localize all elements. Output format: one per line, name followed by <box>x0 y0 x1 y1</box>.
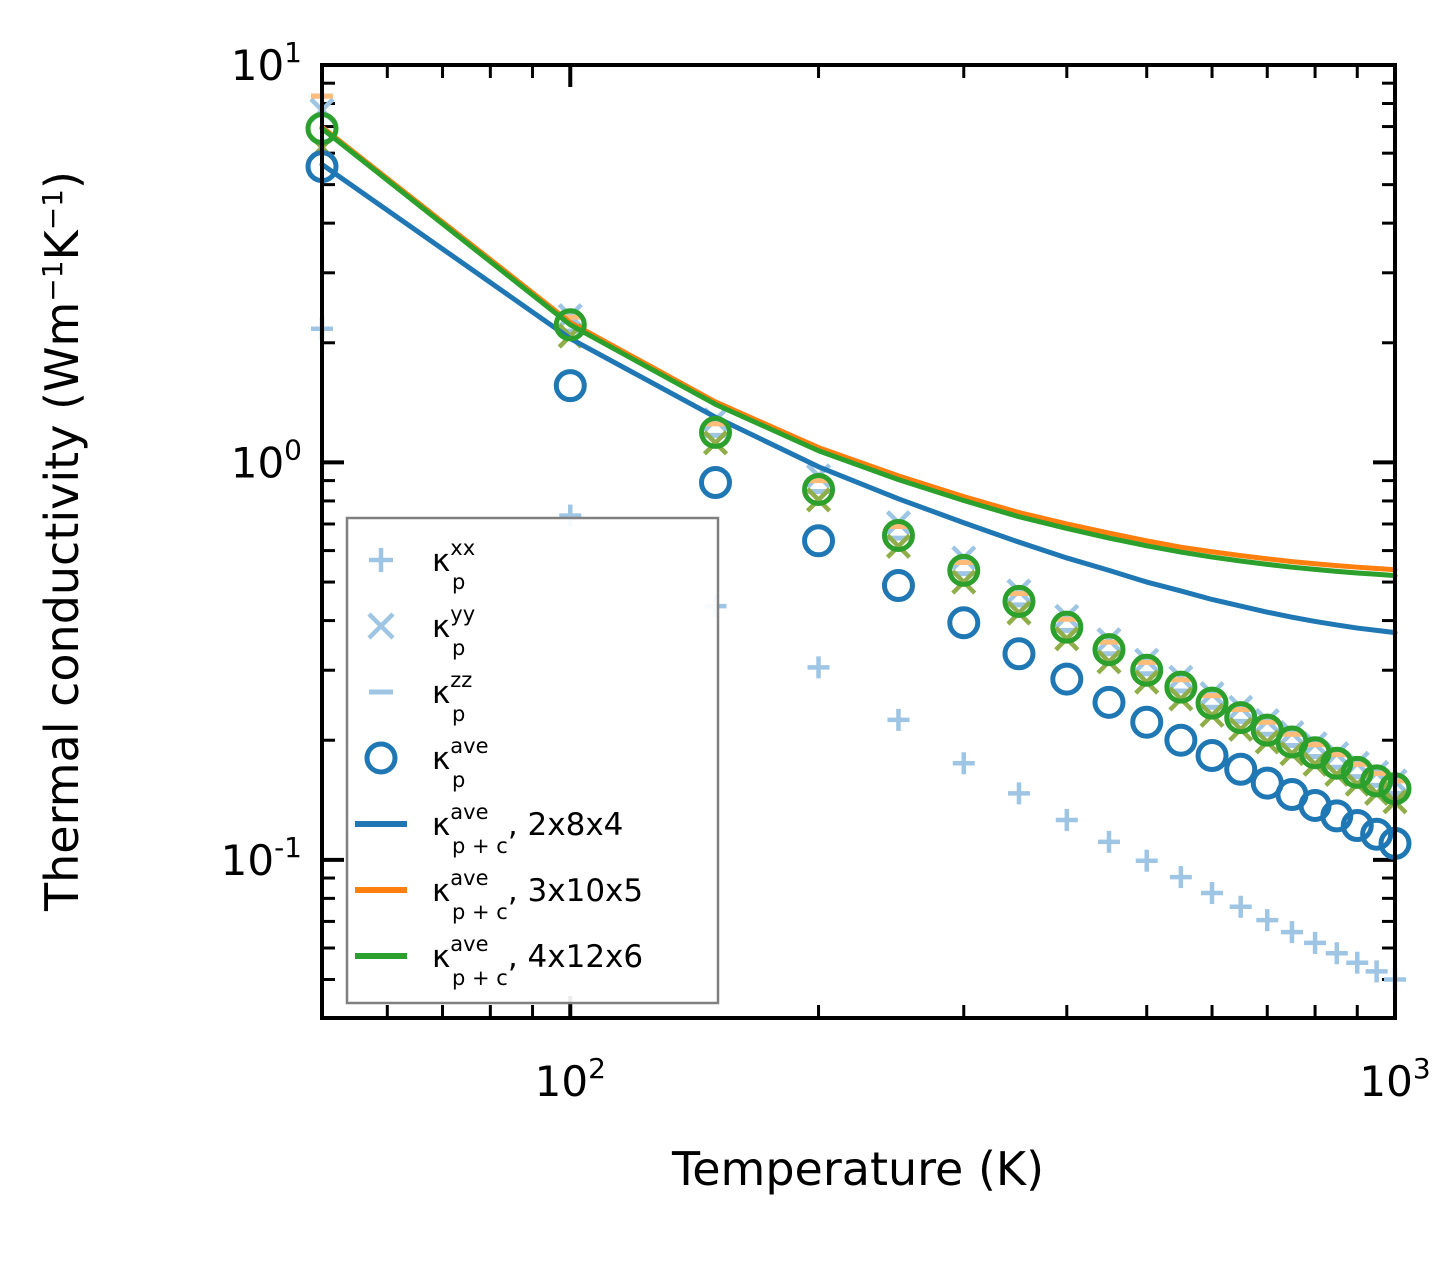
data-point <box>1195 739 1229 773</box>
tick-label: 102 <box>535 1052 606 1106</box>
legend-label: κyy p <box>432 602 475 660</box>
data-point <box>802 472 836 506</box>
line-kappa_p_ave_3x10x5 <box>319 124 1398 573</box>
data-point <box>1340 809 1374 843</box>
legend-label: κxx p <box>432 536 475 594</box>
data-point <box>1002 584 1036 618</box>
series-kappa_p_ave_marker_orange <box>311 93 1406 784</box>
data-point <box>1050 610 1084 644</box>
chart-legend: κxx p κyy p κzz p κave p κave p + c, 2x8x4 κave p +… <box>345 516 720 1005</box>
tick-label: 103 <box>1359 1052 1430 1106</box>
line-kappa_p_ave_2x8x4 <box>319 161 1398 636</box>
data-point <box>1195 686 1229 720</box>
legend-item-6[interactable]: κave p + c, 4x12x6 <box>355 932 643 990</box>
legend-label: κave p + c, 2x8x4 <box>432 800 623 858</box>
data-point <box>1224 752 1258 786</box>
data-point <box>1092 685 1126 719</box>
legend-marker-swatch <box>367 612 395 640</box>
data-point <box>881 518 915 552</box>
legend-item-5[interactable]: κave p + c, 3x10x5 <box>355 866 643 924</box>
legend-label: κave p + c, 4x12x6 <box>432 932 643 990</box>
data-point <box>1360 764 1394 798</box>
data-point <box>1092 633 1126 667</box>
data-point <box>1130 705 1164 739</box>
data-point <box>805 487 832 513</box>
data-point <box>553 369 587 403</box>
data-point <box>1340 755 1374 789</box>
x-axis-tick-labels: 102 103 <box>535 1052 1431 1106</box>
tick-label: 10-1 <box>221 831 302 885</box>
legend-label: κzz p <box>432 668 472 726</box>
data-point <box>802 524 836 558</box>
y-axis-title: Thermal conductivity (Wm−1K−1) <box>35 171 89 912</box>
legend-item-3[interactable]: κave p <box>364 734 489 792</box>
legend-item-4[interactable]: κave p + c, 2x8x4 <box>355 800 623 858</box>
data-point <box>698 466 732 500</box>
data-point <box>1320 746 1354 780</box>
legend-item-2[interactable]: κzz p <box>369 668 472 726</box>
tick-label: 100 <box>231 433 302 487</box>
x-axis-title: Temperature (K) <box>671 1142 1044 1196</box>
line-kappa_p_ave_4x12x6 <box>319 126 1398 579</box>
legend-label: κave p <box>432 734 489 792</box>
legend-label: κave p + c, 3x10x5 <box>432 866 643 924</box>
data-point <box>1164 723 1198 757</box>
data-point <box>1002 637 1036 671</box>
data-point <box>1054 603 1080 629</box>
data-point <box>1050 662 1084 696</box>
legend-item-1[interactable]: κyy p <box>367 602 475 660</box>
data-point <box>885 533 912 559</box>
plot-frame <box>320 63 1397 1020</box>
data-point <box>1164 670 1198 704</box>
legend-item-0[interactable]: κxx p <box>369 536 475 594</box>
data-point <box>1006 578 1032 604</box>
data-point <box>1130 653 1164 687</box>
data-point <box>881 569 915 603</box>
data-point <box>702 430 729 456</box>
legend-marker-swatch <box>364 741 398 775</box>
legend-items: κxx p κyy p κzz p κave p κave p + c, 2x8x4 κave p +… <box>355 536 643 990</box>
legend-box <box>345 516 720 1005</box>
data-point <box>698 415 732 449</box>
data-point <box>1224 701 1258 735</box>
data-point <box>553 308 587 342</box>
y-axis-tick-labels: 10-1 100 101 <box>221 36 302 885</box>
data-point <box>947 606 981 640</box>
data-point <box>1360 817 1394 851</box>
tick-label: 101 <box>231 36 302 90</box>
series-kappa_p_ave_marker_green <box>305 112 1412 806</box>
series-kappa_p_ave <box>305 150 1412 860</box>
data-point <box>947 553 981 587</box>
